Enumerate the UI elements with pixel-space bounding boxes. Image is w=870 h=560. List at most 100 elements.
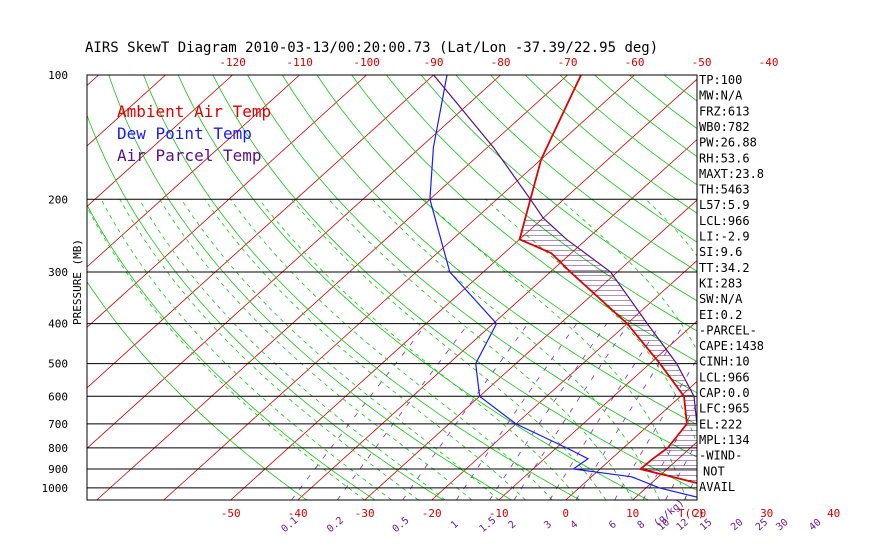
top-temp-tick: -120: [219, 56, 246, 69]
moist-adiabat: [485, 199, 697, 446]
index-entry: SW:N/A: [699, 292, 743, 306]
mixing-ratio-label: 20: [729, 517, 745, 533]
bottom-temp-tick: 40: [827, 507, 840, 520]
index-entry: MPL:134: [699, 433, 750, 447]
isotherm-line: [834, 75, 870, 500]
dry-adiabat: [420, 75, 697, 302]
profiles: [429, 75, 697, 498]
isotherm-line: [96, 75, 568, 500]
pressure-tick-label: 200: [48, 193, 68, 206]
chart-title: AIRS SkewT Diagram 2010-03-13/00:20:00.7…: [85, 40, 658, 56]
parcel-temp-line: [433, 75, 697, 427]
dry-adiabat: [768, 75, 870, 500]
moist-adiabat: [258, 199, 580, 500]
bottom-temp-tick: 0: [562, 507, 569, 520]
legend-entry: Air Parcel Temp: [117, 146, 262, 165]
legend-entry: Ambient Air Temp: [117, 102, 271, 121]
mixing-ratio-line: [336, 323, 469, 500]
legend: Ambient Air Temp Dew Point Temp Air Parcel…: [117, 102, 271, 165]
mixing-ratio-line: [513, 323, 630, 500]
mixing-ratio-line: [575, 323, 685, 500]
isotherm-line: [297, 139, 697, 500]
index-entry: EL:222: [699, 417, 742, 431]
index-entry: LCL:966: [699, 214, 750, 228]
index-entry: AVAIL: [699, 480, 735, 494]
isotherm-line: [87, 75, 233, 207]
index-entry: TP:100: [699, 73, 742, 87]
dry-adiabat: [247, 75, 697, 458]
pressure-tick-label: 800: [48, 442, 68, 455]
moist-adiabat: [87, 206, 365, 500]
mixing-ratio-label: 1: [449, 519, 461, 531]
y-axis-label: PRESSURE (MB): [71, 239, 84, 325]
dry-adiabat: [316, 75, 697, 394]
dry-adiabat: [386, 75, 697, 332]
mixing-ratio-line: [784, 324, 870, 500]
moist-adiabat: [119, 199, 419, 500]
mixing-ratio-line: [291, 323, 428, 500]
index-entry: FRZ:613: [699, 104, 750, 118]
mixing-ratio-label: 4: [569, 519, 581, 531]
pressure-tick-label: 900: [48, 463, 68, 476]
isotherm-line: [0, 75, 32, 500]
top-temp-tick: -80: [491, 56, 511, 69]
dry-adiabat: [838, 75, 870, 500]
index-entry: KI:283: [699, 276, 742, 290]
pressure-tick-label: 100: [48, 69, 68, 82]
plot-frame: [86, 74, 698, 501]
bottom-temp-tick: -20: [422, 507, 442, 520]
isotherm-line: [767, 75, 870, 500]
isotherm-line: [498, 320, 697, 500]
mixing-ratio-line: [764, 324, 852, 500]
mixing-ratio-line: [817, 324, 870, 500]
dewpoint-line: [429, 75, 697, 498]
isotherm-line: [87, 75, 434, 389]
index-entry: CINH:10: [699, 355, 750, 369]
pressure-tick-label: 1000: [42, 482, 69, 495]
dry-adiabat: [143, 75, 581, 500]
dry-adiabat: [87, 281, 307, 500]
mixing-ratio-line: [549, 323, 662, 500]
temp-unit-label: T(C): [678, 507, 705, 520]
pressure-tick-label: 500: [48, 358, 68, 371]
dry-adiabat: [524, 75, 697, 214]
dry-adiabat: [281, 75, 697, 426]
ambient-temp-line: [518, 75, 697, 484]
top-temp-tick: -110: [286, 56, 313, 69]
dry-adiabat: [108, 75, 512, 500]
moist-adiabat: [328, 199, 634, 500]
top-temp-tick: -40: [759, 56, 779, 69]
index-entry: RH:53.6: [699, 151, 750, 165]
moist-adiabat: [138, 199, 446, 500]
mixing-ratio-label: 30: [774, 517, 790, 533]
index-entry: CAP:0.0: [699, 386, 750, 400]
mixing-ratio-line: [456, 323, 578, 500]
mixing-ratio-line: [489, 323, 608, 500]
isotherm-line: [431, 260, 697, 500]
index-entry: SI:9.6: [699, 245, 742, 259]
moist-adiabat: [230, 199, 553, 500]
index-entry: CAPE:1438: [699, 339, 764, 353]
index-entry: NOT: [703, 464, 725, 478]
pressure-tick-label: 700: [48, 418, 68, 431]
dry-adiabat: [455, 75, 697, 272]
mixing-ratio-label: 2: [507, 519, 519, 531]
moist-adiabat: [180, 199, 499, 500]
moist-adiabat: [372, 199, 660, 500]
pressure-tick-label: 600: [48, 390, 68, 403]
pressure-tick-label: 400: [48, 318, 68, 331]
dry-adiabat: [87, 113, 444, 500]
isotherm-line: [87, 75, 501, 449]
index-entry: -PARCEL-: [699, 323, 757, 337]
bottom-temp-tick: 10: [626, 507, 639, 520]
moist-adiabat: [291, 199, 607, 500]
legend-entry: Dew Point Temp: [117, 124, 252, 143]
moist-adiabat: [100, 199, 392, 500]
isotherm-line: [87, 75, 300, 268]
isotherm-line: [230, 78, 697, 500]
moist-adiabat: [204, 199, 526, 500]
isobars: [87, 198, 697, 489]
index-entry: TT:34.2: [699, 261, 750, 275]
